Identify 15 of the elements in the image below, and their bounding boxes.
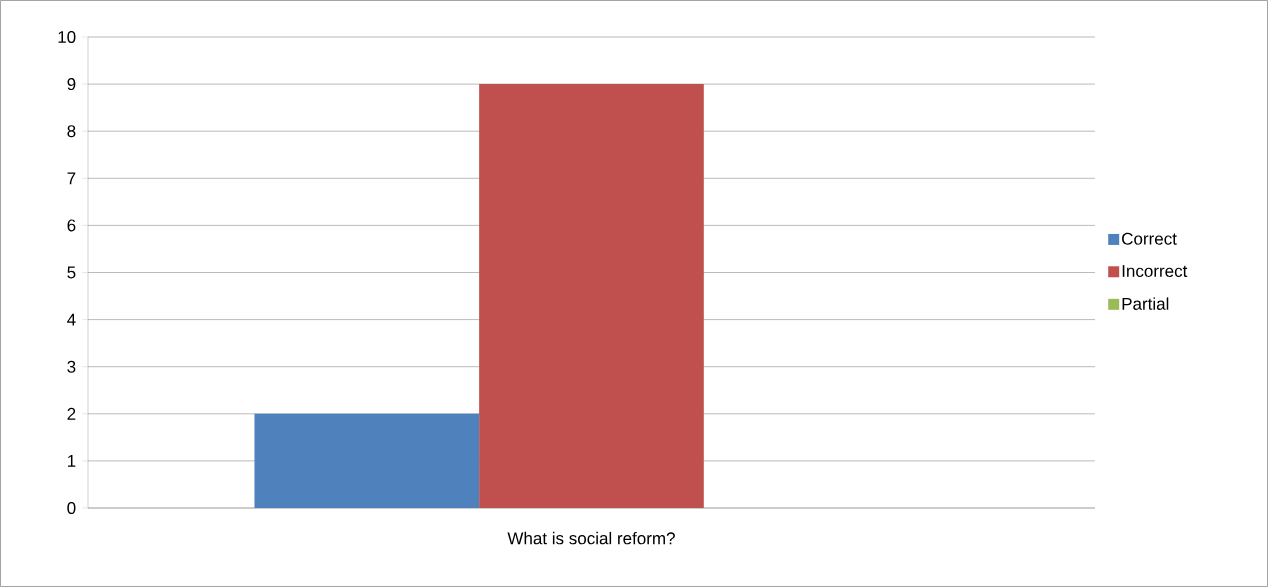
y-tick-label: 0 — [67, 501, 76, 515]
y-tick-label: 10 — [58, 30, 76, 44]
y-tick-label: 6 — [67, 219, 76, 232]
y-tick-label: 7 — [67, 172, 76, 185]
y-tick-label: 1 — [67, 455, 76, 467]
y-tick-label: 4 — [67, 313, 76, 326]
y-tick-label: 5 — [67, 266, 76, 279]
legend-label: Correct — [1122, 232, 1177, 245]
x-tick-label: What is social reform? — [507, 531, 675, 545]
y-tick-label: 8 — [67, 125, 76, 138]
legend-label: Incorrect — [1122, 265, 1188, 278]
y-tick-label: 9 — [67, 78, 76, 91]
legend-label: Partial — [1122, 297, 1169, 310]
y-tick-label: 2 — [67, 407, 76, 420]
y-tick-label: 3 — [67, 360, 76, 373]
